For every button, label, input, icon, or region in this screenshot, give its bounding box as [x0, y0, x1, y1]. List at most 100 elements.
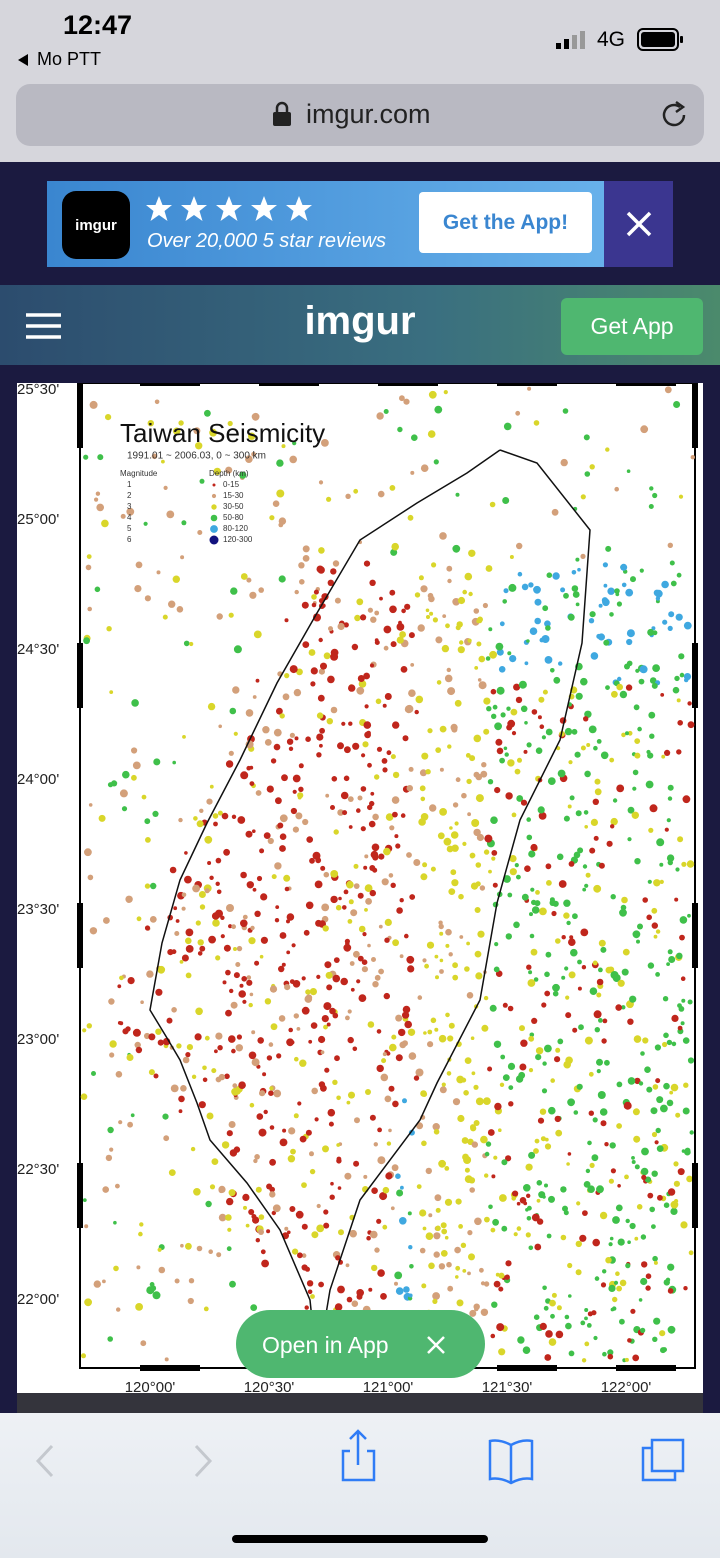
- quake-dot: [454, 821, 459, 826]
- quake-dot: [231, 924, 237, 930]
- quake-dot: [491, 713, 497, 719]
- get-the-app-button[interactable]: Get the App!: [419, 192, 592, 253]
- logo[interactable]: imgur: [304, 299, 416, 343]
- quake-dot: [529, 912, 533, 917]
- quake-dot: [484, 834, 493, 843]
- ad-banner[interactable]: imgur Over 20,000 5 star reviews Get the…: [47, 181, 673, 267]
- quake-dot: [153, 758, 161, 766]
- quake-dot: [538, 812, 547, 820]
- menu-icon[interactable]: [26, 312, 62, 340]
- quake-dot: [444, 1166, 450, 1171]
- forward-button[interactable]: [194, 1444, 213, 1478]
- quake-dot: [490, 1333, 496, 1339]
- quake-dot: [651, 1131, 658, 1138]
- quake-dot: [638, 1298, 643, 1302]
- quake-dot: [593, 1010, 602, 1019]
- quake-dot: [290, 1148, 296, 1155]
- quake-dot: [544, 1143, 552, 1150]
- quake-dot: [145, 837, 151, 843]
- quake-dot: [233, 947, 237, 951]
- quake-dot: [372, 813, 379, 821]
- open-in-app-button[interactable]: Open in App: [236, 1310, 485, 1378]
- share-button[interactable]: [341, 1429, 376, 1482]
- quake-dot: [575, 692, 583, 700]
- quake-dot: [197, 530, 203, 535]
- quake-dot: [487, 1066, 493, 1072]
- back-button[interactable]: [35, 1444, 54, 1478]
- toolbar-icons: [35, 1429, 685, 1543]
- quake-dot: [172, 575, 180, 583]
- quake-dot: [534, 598, 542, 606]
- quake-dot: [670, 1200, 679, 1209]
- quake-dot: [664, 827, 669, 832]
- quake-dot: [276, 707, 283, 715]
- quake-dot: [515, 410, 521, 416]
- quake-dot: [230, 1001, 238, 1009]
- get-app-button[interactable]: Get App: [561, 298, 703, 355]
- reload-icon[interactable]: [660, 100, 690, 130]
- quake-dot: [610, 894, 616, 900]
- quake-dot: [230, 587, 238, 595]
- quake-dot: [246, 979, 253, 986]
- quake-dot: [228, 612, 234, 618]
- quake-dot: [181, 954, 189, 962]
- quake-dot: [260, 1249, 266, 1255]
- quake-dot: [575, 1240, 582, 1248]
- quake-dot: [457, 1114, 465, 1123]
- quake-dot: [683, 1082, 689, 1088]
- quake-dot: [452, 974, 459, 981]
- address-bar[interactable]: imgur.com: [16, 84, 704, 146]
- quake-dot: [598, 939, 606, 947]
- quake-dot: [248, 1209, 255, 1215]
- quake-dot: [229, 707, 237, 715]
- quake-dot: [520, 1039, 528, 1047]
- quake-dot: [270, 1023, 278, 1031]
- quake-dot: [259, 848, 265, 854]
- quake-dot: [563, 912, 570, 919]
- quake-dot: [664, 386, 672, 394]
- quake-dot: [545, 1330, 553, 1338]
- quake-dot: [538, 696, 545, 703]
- quake-dot: [483, 1281, 490, 1287]
- quake-dot: [417, 995, 423, 1000]
- quake-dot: [438, 1034, 447, 1043]
- quake-dot: [374, 774, 380, 780]
- quake-dot: [521, 583, 529, 591]
- quake-dot: [640, 1327, 646, 1333]
- bookmarks-button[interactable]: [488, 1439, 534, 1485]
- quake-dot: [250, 925, 255, 931]
- quake-dot: [653, 1317, 661, 1325]
- quake-dot: [377, 1269, 385, 1277]
- quake-dot: [679, 916, 688, 924]
- quake-dot: [220, 915, 225, 920]
- quake-dot: [294, 736, 299, 741]
- quake-dot: [211, 1158, 219, 1165]
- quake-dot: [621, 732, 626, 738]
- back-app[interactable]: Mo PTT: [37, 49, 102, 69]
- close-icon[interactable]: [426, 1335, 446, 1355]
- latitude-label: 24°30': [17, 641, 59, 658]
- quake-dot: [549, 899, 556, 906]
- quake-dot: [538, 1191, 546, 1199]
- quake-dot: [184, 851, 188, 855]
- quake-dot: [473, 734, 482, 743]
- quake-dot: [562, 408, 569, 414]
- quake-dot: [436, 680, 442, 685]
- quake-dot: [611, 690, 618, 698]
- quake-dot: [395, 1014, 403, 1022]
- quake-dot: [481, 1024, 489, 1032]
- quake-dot: [349, 1229, 358, 1238]
- quake-dot: [625, 1218, 630, 1224]
- quake-dot: [139, 1222, 144, 1227]
- quake-dot: [344, 938, 350, 944]
- quake-dot: [516, 874, 521, 880]
- tabs-button[interactable]: [641, 1438, 685, 1482]
- quake-dot: [148, 1069, 155, 1076]
- quake-dot: [311, 1087, 319, 1095]
- quake-dot: [215, 1032, 223, 1040]
- quake-dot: [564, 727, 573, 736]
- ad-close[interactable]: [604, 181, 673, 267]
- quake-dot: [687, 721, 695, 729]
- quake-dot: [342, 810, 348, 816]
